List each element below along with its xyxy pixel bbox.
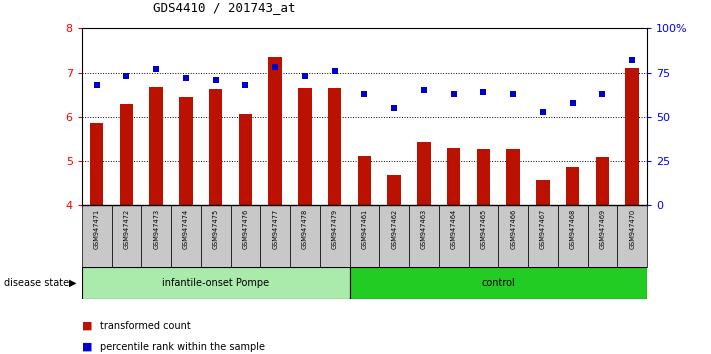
Bar [350, 267, 647, 299]
Text: GSM947468: GSM947468 [570, 209, 576, 249]
Bar [201, 205, 230, 267]
Text: ▶: ▶ [68, 278, 76, 288]
Text: GSM947473: GSM947473 [153, 209, 159, 249]
Point [121, 73, 132, 79]
Point [418, 87, 429, 93]
Bar [557, 205, 587, 267]
Bar [506, 149, 520, 205]
Text: disease state: disease state [4, 278, 69, 288]
Point [567, 100, 578, 105]
Text: ■: ■ [82, 321, 92, 331]
Bar [626, 68, 638, 205]
Bar [358, 156, 371, 205]
Point [180, 75, 191, 81]
Text: GSM947474: GSM947474 [183, 209, 189, 249]
Point [597, 91, 608, 97]
Point [448, 91, 459, 97]
Bar [239, 114, 252, 205]
Point [358, 91, 370, 97]
Bar [617, 205, 647, 267]
Text: GSM947471: GSM947471 [94, 209, 100, 249]
Text: GSM947478: GSM947478 [302, 209, 308, 249]
Bar [209, 89, 223, 205]
Bar [82, 267, 350, 299]
Point [299, 73, 311, 79]
Bar [566, 167, 579, 205]
Bar [141, 205, 171, 267]
Bar [179, 97, 193, 205]
Point [329, 68, 341, 74]
Bar [387, 175, 401, 205]
Bar [112, 205, 141, 267]
Point [151, 66, 162, 72]
Text: GSM947467: GSM947467 [540, 209, 546, 249]
Point [240, 82, 251, 88]
Bar [409, 205, 439, 267]
Text: GSM947469: GSM947469 [599, 209, 605, 249]
Text: GDS4410 / 201743_at: GDS4410 / 201743_at [153, 1, 295, 14]
Bar [149, 87, 163, 205]
Point [478, 89, 489, 95]
Bar [269, 57, 282, 205]
Bar [320, 205, 350, 267]
Text: GSM947461: GSM947461 [361, 209, 368, 249]
Bar [290, 205, 320, 267]
Bar [596, 157, 609, 205]
Bar [587, 205, 617, 267]
Bar [498, 205, 528, 267]
Bar [439, 205, 469, 267]
Bar [260, 205, 290, 267]
Text: GSM947479: GSM947479 [331, 209, 338, 249]
Point [91, 82, 102, 88]
Bar [379, 205, 409, 267]
Text: GSM947470: GSM947470 [629, 209, 635, 249]
Bar [528, 205, 557, 267]
Text: GSM947463: GSM947463 [421, 209, 427, 249]
Bar [328, 88, 341, 205]
Text: GSM947462: GSM947462 [391, 209, 397, 249]
Text: GSM947466: GSM947466 [510, 209, 516, 249]
Text: GSM947472: GSM947472 [124, 209, 129, 249]
Point [388, 105, 400, 111]
Text: GSM947464: GSM947464 [451, 209, 456, 249]
Bar [90, 124, 103, 205]
Bar [119, 104, 133, 205]
Point [508, 91, 519, 97]
Bar [350, 205, 379, 267]
Bar [171, 205, 201, 267]
Bar [417, 143, 431, 205]
Text: percentile rank within the sample: percentile rank within the sample [100, 342, 264, 352]
Bar [476, 149, 490, 205]
Bar [230, 205, 260, 267]
Text: GSM947475: GSM947475 [213, 209, 219, 249]
Point [210, 77, 221, 82]
Point [538, 109, 549, 114]
Point [626, 57, 638, 63]
Text: transformed count: transformed count [100, 321, 191, 331]
Bar [447, 148, 460, 205]
Point [269, 64, 281, 70]
Bar [536, 180, 550, 205]
Bar [82, 205, 112, 267]
Text: GSM947477: GSM947477 [272, 209, 278, 249]
Text: infantile-onset Pompe: infantile-onset Pompe [162, 278, 269, 288]
Bar [298, 88, 311, 205]
Text: GSM947476: GSM947476 [242, 209, 248, 249]
Text: control: control [481, 278, 515, 288]
Bar [469, 205, 498, 267]
Text: GSM947465: GSM947465 [481, 209, 486, 249]
Text: ■: ■ [82, 342, 92, 352]
